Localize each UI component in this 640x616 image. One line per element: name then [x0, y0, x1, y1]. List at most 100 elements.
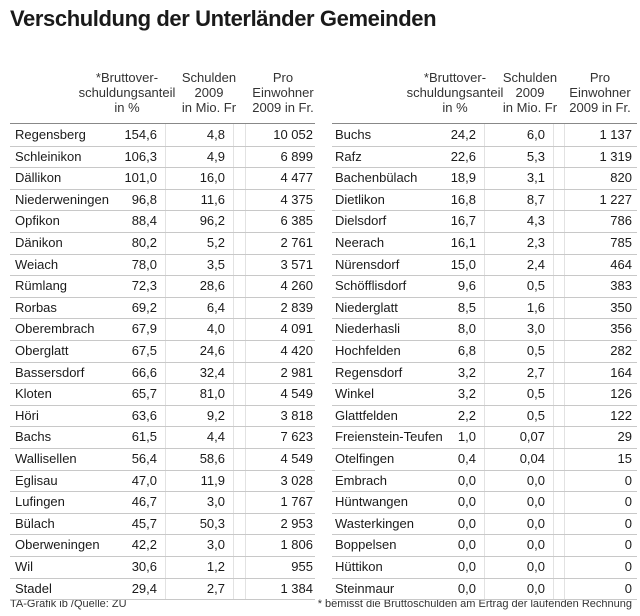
value-cell: 0,04	[519, 451, 545, 466]
value-cell: 785	[610, 235, 632, 250]
value-cell: 0	[624, 515, 632, 531]
value-cell: 56,4	[131, 451, 157, 466]
source: TA-Grafik ib /Quelle: ZU	[10, 598, 127, 610]
municipality: Stadel	[15, 580, 52, 596]
value-cell: 0,0	[457, 537, 476, 553]
value-cell: 4,9	[206, 148, 225, 164]
municipality: Lufingen	[15, 494, 65, 510]
municipality: Niederhasli	[335, 321, 401, 337]
row-rule	[10, 577, 315, 579]
row-rule	[10, 275, 315, 277]
row-rule	[332, 145, 637, 147]
value-cell: 0,5	[526, 407, 545, 423]
row-rule	[10, 426, 315, 428]
row-rule	[332, 275, 637, 277]
column-header: in %	[114, 100, 140, 115]
row-rule	[10, 318, 315, 320]
row-rule	[10, 599, 315, 601]
value-cell: 0,07	[519, 429, 545, 445]
value-cell: 67,9	[131, 321, 157, 337]
header-rule	[10, 123, 315, 124]
municipality: Bassersdorf	[15, 364, 85, 380]
value-cell: 45,7	[131, 515, 157, 531]
value-cell: 67,5	[131, 343, 157, 358]
row-rule	[10, 534, 315, 536]
row-rule	[332, 469, 637, 471]
municipality: Glattfelden	[335, 407, 398, 423]
row-rule	[10, 296, 315, 298]
title: Verschuldung der Unterländer Gemeinden	[10, 6, 437, 31]
municipality: Wil	[15, 559, 34, 574]
value-cell: 24,2	[450, 127, 476, 142]
value-cell: 2 981	[280, 364, 313, 380]
row-rule	[332, 577, 637, 579]
value-cell: 4 420	[280, 343, 313, 358]
value-cell: 88,4	[131, 213, 157, 229]
municipality: Dällikon	[15, 170, 62, 186]
value-cell: 15,0	[450, 256, 476, 272]
value-cell: 8,7	[526, 191, 545, 207]
value-cell: 2,3	[526, 235, 545, 250]
value-cell: 0,0	[526, 515, 545, 531]
value-cell: 6,8	[457, 343, 476, 358]
value-cell: 1 227	[599, 191, 632, 207]
value-cell: 786	[610, 213, 632, 229]
row-rule	[10, 145, 315, 147]
value-cell: 4 375	[280, 191, 313, 207]
column-header: Schulden	[181, 70, 237, 85]
value-cell: 4 477	[280, 170, 313, 186]
value-cell: 6,0	[526, 127, 545, 142]
value-cell: 1,0	[457, 429, 476, 445]
municipality: Wasterkingen	[335, 515, 414, 531]
municipality: Oberembrach	[15, 321, 95, 337]
municipality: Opfikon	[15, 213, 60, 229]
value-cell: 0,0	[457, 494, 476, 510]
value-cell: 101,0	[124, 170, 157, 186]
value-cell: 0,0	[457, 559, 476, 574]
value-cell: 2,7	[206, 580, 225, 596]
municipality: Regensdorf	[335, 364, 403, 380]
value-cell: 15	[617, 451, 632, 466]
value-cell: 1 806	[280, 537, 313, 553]
value-cell: 2,4	[526, 256, 545, 272]
row-rule	[10, 383, 315, 385]
value-cell: 4,3	[526, 213, 545, 229]
value-cell: 4 549	[280, 451, 313, 466]
column-header: *Bruttover-	[423, 70, 487, 85]
row-rule	[332, 448, 637, 449]
value-cell: 0,5	[526, 343, 545, 358]
municipality: Nürensdorf	[335, 256, 400, 272]
value-cell: 4,8	[206, 127, 225, 142]
column-header: Pro	[589, 70, 611, 85]
municipality: Eglisau	[15, 472, 58, 488]
value-cell: 106,3	[124, 148, 157, 164]
value-cell: 96,8	[131, 191, 157, 207]
value-cell: 464	[610, 256, 632, 272]
row-rule	[332, 404, 637, 406]
value-cell: 3,5	[206, 256, 225, 272]
value-cell: 0,0	[526, 580, 545, 596]
value-cell: 4,4	[206, 429, 225, 445]
value-cell: 28,6	[199, 278, 225, 294]
municipality: Rümlang	[15, 278, 68, 294]
municipality: Steinmaur	[335, 580, 395, 596]
row-rule	[10, 491, 315, 493]
municipality: Boppelsen	[335, 537, 397, 553]
value-cell: 3,0	[206, 494, 225, 510]
value-cell: 65,7	[131, 386, 157, 402]
municipality: Freienstein-Teufen	[335, 429, 443, 445]
municipality: Kloten	[15, 386, 52, 402]
column-header: 2009	[194, 85, 224, 100]
value-cell: 11,9	[200, 472, 225, 488]
row-rule	[10, 253, 315, 255]
row-rule	[10, 361, 315, 363]
row-rule	[332, 426, 637, 428]
municipality: Neerach	[335, 235, 385, 250]
value-cell: 66,6	[131, 364, 157, 380]
value-cell: 3 028	[280, 472, 313, 488]
header-rule	[332, 123, 637, 124]
value-cell: 11,6	[200, 191, 225, 207]
row-rule	[332, 253, 637, 255]
value-cell: 0,0	[526, 472, 545, 488]
value-cell: 164	[610, 364, 632, 380]
